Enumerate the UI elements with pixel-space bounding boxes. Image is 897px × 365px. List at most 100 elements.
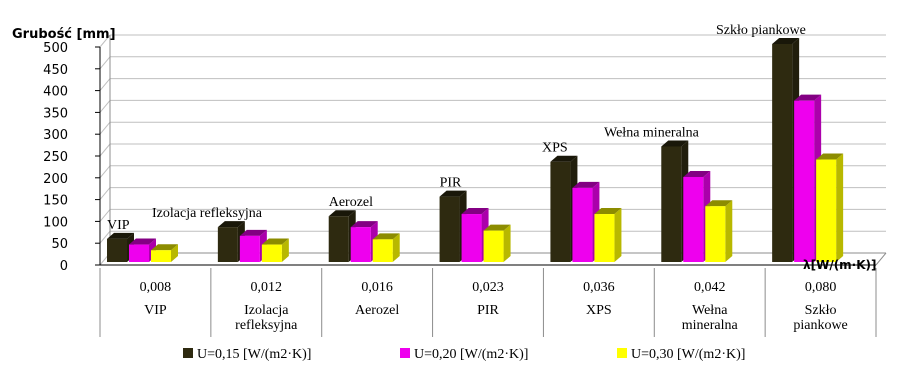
bar-annotation: Izolacja refleksyjna — [152, 206, 263, 221]
gridline-side — [99, 165, 111, 179]
category-lambda: 0,012 — [251, 280, 283, 295]
bar — [816, 153, 844, 262]
bar — [594, 208, 622, 262]
bar-top — [328, 210, 356, 217]
gridline-side — [99, 78, 111, 91]
category-name: mineralna — [682, 318, 739, 333]
bar-top — [107, 232, 134, 239]
category-name: XPS — [586, 303, 612, 318]
bar-front — [772, 44, 793, 262]
category-name: VIP — [144, 303, 167, 318]
legend-swatch — [400, 348, 410, 358]
bar — [372, 233, 400, 262]
bar-front — [129, 244, 149, 262]
bar-top — [239, 229, 267, 236]
bar-top — [772, 38, 800, 44]
bar — [705, 200, 733, 262]
bar-front — [572, 187, 593, 262]
bar-top — [572, 181, 600, 188]
bar-side — [503, 224, 511, 262]
bar — [483, 224, 511, 262]
bar-front — [661, 146, 682, 262]
bar-top — [217, 221, 245, 228]
category-name: piankowe — [793, 318, 847, 333]
bar-top — [261, 238, 289, 245]
bar-top — [550, 155, 578, 162]
y-tick-label: 50 — [51, 237, 68, 252]
bar-front — [151, 250, 171, 262]
bar-top — [483, 224, 511, 231]
bar-annotation: Szkło piankowe — [716, 23, 806, 38]
bar-front — [217, 227, 238, 262]
y-tick-label: 450 — [43, 63, 68, 78]
x-unit-label: λ[W/(m·K)] — [803, 258, 877, 272]
bar-annotation: Wełna mineralna — [604, 125, 700, 140]
bar-top — [594, 208, 622, 215]
category-name: PIR — [477, 303, 499, 318]
bar-annotation: Aerozel — [329, 195, 373, 210]
bar-front — [107, 238, 127, 262]
y-tick-label: 100 — [43, 215, 68, 230]
bar-annotation: VIP — [107, 218, 130, 233]
legend-label: U=0,15 [W/(m2·K)] — [197, 347, 311, 362]
bar-side — [171, 244, 178, 262]
y-tick-label: 400 — [43, 85, 68, 100]
y-tick-label: 150 — [43, 194, 68, 209]
bar-annotation: PIR — [440, 176, 462, 191]
category-lambda: 0,008 — [140, 280, 172, 295]
bar-annotation: XPS — [542, 141, 568, 156]
category-lambda: 0,016 — [361, 280, 393, 295]
bar-side — [281, 238, 289, 262]
category-name: Aerozel — [355, 303, 399, 318]
gridline-side — [99, 100, 111, 113]
bar-side — [392, 233, 400, 262]
bar-top — [350, 221, 378, 228]
legend-item: U=0,15 [W/(m2·K)] — [183, 347, 311, 362]
category-lambda: 0,042 — [694, 280, 726, 295]
gridline-side — [99, 56, 111, 70]
bar-annotations: VIP Izolacja refleksyjna Aerozel PIR XPS Wełn… — [107, 23, 806, 233]
bar — [439, 190, 467, 262]
y-tick-label: 350 — [43, 106, 68, 121]
bar-front — [239, 235, 260, 262]
category-name: refleksyjna — [235, 318, 298, 333]
gridline-side — [99, 34, 111, 48]
bar-top — [151, 244, 178, 251]
category-name: Izolacja — [244, 303, 289, 318]
y-tick-labels: 0 50 100 150 200 250 300 350 400 450 500 — [43, 41, 68, 274]
bar-top — [461, 208, 489, 215]
bar — [239, 229, 267, 262]
bars — [107, 38, 844, 263]
bar-front — [328, 216, 349, 262]
gridline-side — [99, 209, 111, 222]
bar-side — [836, 153, 844, 262]
legend-label: U=0,20 [W/(m2·K)] — [414, 347, 528, 362]
bar-front — [483, 230, 504, 262]
legend-swatch — [617, 348, 627, 358]
bar-top — [129, 238, 156, 245]
bar-front — [550, 161, 571, 262]
legend-swatch — [183, 348, 193, 358]
legend: U=0,15 [W/(m2·K)] U=0,20 [W/(m2·K)] U=0,30… — [183, 347, 745, 362]
gridline-side — [99, 230, 111, 244]
category-name: Wełna — [692, 303, 728, 318]
category-lambda: 0,023 — [472, 280, 504, 295]
bar-top — [683, 170, 711, 177]
y-tick-label: 500 — [43, 41, 68, 56]
gridline-side — [99, 187, 111, 200]
bar-front — [705, 206, 726, 262]
bar-side — [725, 200, 733, 262]
bar — [261, 238, 289, 262]
bar-side — [614, 208, 622, 262]
bar-top — [794, 94, 822, 101]
bar-front — [439, 196, 460, 262]
gridline-side — [99, 121, 111, 135]
bar-front — [816, 159, 837, 262]
y-tick-label: 200 — [43, 172, 68, 187]
bar-front — [794, 100, 815, 263]
gridline-side — [99, 143, 111, 157]
bar — [683, 170, 711, 262]
y-axis-label: Grubość [mm] — [12, 27, 116, 42]
